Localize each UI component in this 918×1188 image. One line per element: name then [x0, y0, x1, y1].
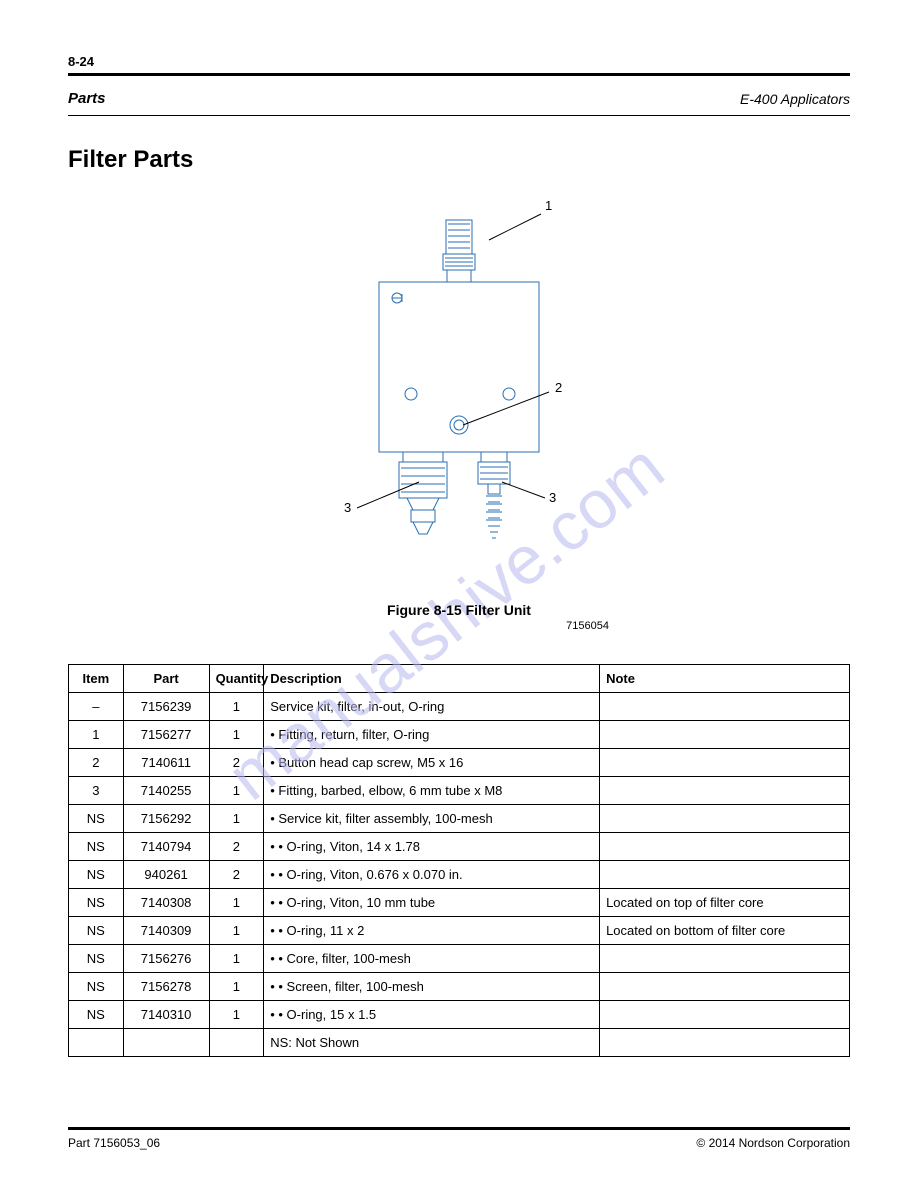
th-part: Part: [123, 665, 209, 693]
diagram-svg: [189, 192, 729, 592]
header-row: Parts E-400 Applicators: [68, 90, 850, 107]
table-row: NS9402612• • O-ring, Viton, 0.676 x 0.07…: [69, 861, 850, 889]
footer-row: Part 7156053_06 © 2014 Nordson Corporati…: [68, 1136, 850, 1150]
th-qty: Quantity: [209, 665, 264, 693]
table-row: NS71407942• • O-ring, Viton, 14 x 1.78: [69, 833, 850, 861]
footer: Part 7156053_06 © 2014 Nordson Corporati…: [68, 1127, 850, 1150]
th-desc: Description: [264, 665, 600, 693]
parts-table: Item Part Quantity Description Note –715…: [68, 664, 850, 1057]
orient-symbol: [392, 293, 402, 303]
page-number-text: 8-24: [68, 54, 94, 69]
table-row: NS71562781• • Screen, filter, 100-mesh: [69, 973, 850, 1001]
th-item: Item: [69, 665, 124, 693]
leader-4: [502, 482, 545, 498]
table-row: NS71403091• • O-ring, 11 x 2Located on b…: [69, 917, 850, 945]
footer-right: © 2014 Nordson Corporation: [696, 1136, 850, 1150]
orifice-inner: [454, 420, 464, 430]
callout-2: 2: [555, 380, 562, 395]
left-lower-assy: [399, 452, 447, 534]
table-row: –71562391Service kit, filter, in-out, O-…: [69, 693, 850, 721]
callout-1: 1: [545, 198, 552, 213]
th-note: Note: [600, 665, 850, 693]
right-lower-barb: [478, 452, 510, 538]
parts-table-wrap: Item Part Quantity Description Note –715…: [68, 664, 850, 1057]
table-row: NS71562761• • Core, filter, 100-mesh: [69, 945, 850, 973]
top-fitting: [443, 220, 475, 282]
footer-left: Part 7156053_06: [68, 1136, 160, 1150]
section-title: Filter Parts: [68, 146, 850, 174]
figure-caption-wrap: Figure 8-15 Filter Unit 7156054: [189, 602, 729, 632]
top-rule-thick: [68, 73, 850, 76]
parts-tbody: –71562391Service kit, filter, in-out, O-…: [69, 693, 850, 1057]
figure: 1 2 3 3 Figure 8-15 Filter Unit 7156054: [189, 192, 729, 632]
figure-code: 7156054: [189, 620, 729, 632]
leader-1: [489, 214, 541, 240]
table-row: NS: Not Shown: [69, 1029, 850, 1057]
figure-wrap: 1 2 3 3 Figure 8-15 Filter Unit 7156054: [68, 192, 850, 632]
leader-2: [463, 392, 549, 425]
orifice-outer: [450, 416, 468, 434]
table-row: 271406112• Button head cap screw, M5 x 1…: [69, 749, 850, 777]
page: manualshive.com 8-24 Parts E-400 Applica…: [0, 0, 918, 1188]
header-right: E-400 Applicators: [740, 91, 850, 107]
table-row: 371402551• Fitting, barbed, elbow, 6 mm …: [69, 777, 850, 805]
page-number: 8-24: [68, 54, 850, 69]
body-rect: [379, 282, 539, 452]
table-row: 171562771• Fitting, return, filter, O-ri…: [69, 721, 850, 749]
table-row: NS71562921• Service kit, filter assembly…: [69, 805, 850, 833]
top-rule-thin: [68, 115, 850, 116]
hole-left: [405, 388, 417, 400]
header-left: Parts: [68, 90, 106, 107]
table-row: NS71403081• • O-ring, Viton, 10 mm tubeL…: [69, 889, 850, 917]
hole-right: [503, 388, 515, 400]
figure-caption: Figure 8-15 Filter Unit: [189, 602, 729, 618]
parts-thead: Item Part Quantity Description Note: [69, 665, 850, 693]
callout-4: 3: [549, 490, 556, 505]
table-row: NS71403101• • O-ring, 15 x 1.5: [69, 1001, 850, 1029]
callout-3: 3: [344, 500, 351, 515]
footer-rule: [68, 1127, 850, 1130]
